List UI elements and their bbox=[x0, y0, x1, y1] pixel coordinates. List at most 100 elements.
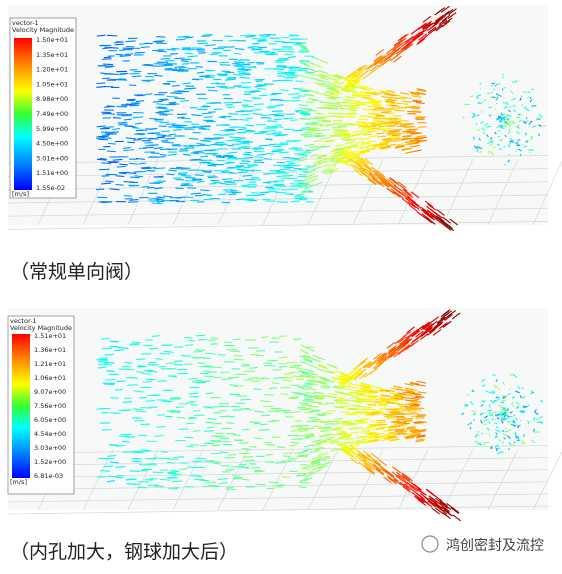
legend-label: 7.49e+00 bbox=[36, 110, 68, 118]
vector-arrow bbox=[270, 94, 277, 95]
vector-arrow bbox=[242, 161, 251, 162]
colorbar bbox=[14, 38, 32, 190]
vector-arrow bbox=[299, 198, 308, 199]
vector-arrow bbox=[273, 369, 282, 370]
vector-arrow bbox=[154, 75, 162, 76]
vector-arrow bbox=[138, 435, 147, 436]
vector-arrow bbox=[287, 163, 295, 164]
vector-arrow bbox=[495, 100, 497, 101]
legend-label: 1.06e+01 bbox=[34, 374, 66, 382]
watermark-icon bbox=[422, 536, 438, 552]
vector-arrow bbox=[168, 170, 177, 171]
vector-arrow bbox=[265, 187, 273, 188]
vector-arrow bbox=[122, 452, 133, 453]
vector-arrow bbox=[147, 371, 157, 372]
vector-arrow bbox=[269, 388, 277, 389]
vector-arrow bbox=[183, 154, 191, 155]
vector-arrow bbox=[151, 153, 160, 154]
vector-arrow bbox=[170, 54, 178, 55]
vector-arrow bbox=[350, 107, 359, 108]
vector-arrow bbox=[149, 199, 159, 200]
vector-arrow bbox=[360, 131, 369, 132]
vector-arrow bbox=[504, 121, 505, 123]
vector-arrow bbox=[502, 407, 503, 408]
vector-arrow bbox=[163, 142, 174, 143]
vector-arrow bbox=[142, 374, 151, 375]
vector-arrow bbox=[255, 471, 265, 472]
vector-arrow bbox=[245, 167, 252, 168]
vector-arrow bbox=[141, 450, 149, 451]
vector-arrow bbox=[198, 53, 206, 54]
vector-arrow bbox=[377, 422, 386, 423]
vector-arrow bbox=[248, 166, 258, 167]
vector-arrow bbox=[510, 412, 512, 413]
vector-arrow bbox=[110, 398, 118, 399]
vector-arrow bbox=[267, 360, 277, 361]
vector-arrow bbox=[269, 482, 279, 483]
vector-arrow bbox=[338, 422, 347, 423]
vector-arrow bbox=[472, 391, 475, 392]
vector-arrow bbox=[279, 366, 287, 367]
vector-arrow bbox=[301, 405, 310, 406]
vector-arrow bbox=[241, 364, 250, 365]
vector-arrow bbox=[135, 52, 145, 53]
vector-arrow bbox=[126, 377, 133, 378]
vector-arrow bbox=[411, 401, 420, 402]
vector-arrow bbox=[522, 406, 524, 407]
vector-arrow bbox=[289, 68, 299, 69]
vector-arrow bbox=[172, 86, 180, 87]
vector-arrow bbox=[286, 161, 294, 162]
legend-label: 5.99e+00 bbox=[36, 125, 68, 133]
vector-arrow bbox=[246, 118, 253, 119]
vector-arrow bbox=[274, 100, 284, 101]
vector-arrow bbox=[473, 420, 474, 421]
vector-arrow bbox=[247, 62, 255, 63]
vector-arrow bbox=[222, 179, 233, 180]
vector-arrow bbox=[532, 391, 533, 392]
legend-label: 1.51e+01 bbox=[34, 332, 66, 340]
vector-arrow bbox=[225, 134, 235, 135]
vector-arrow bbox=[136, 372, 144, 373]
vector-arrow bbox=[536, 419, 538, 420]
vector-arrow bbox=[232, 149, 241, 150]
vector-arrow bbox=[228, 40, 237, 41]
vector-arrow bbox=[139, 163, 146, 164]
vector-arrow bbox=[169, 134, 176, 135]
vector-arrow bbox=[256, 351, 265, 352]
legend-label: 1.21e+01 bbox=[34, 360, 66, 368]
vector-arrow bbox=[266, 445, 275, 446]
vector-arrow bbox=[233, 339, 241, 340]
vector-arrow bbox=[395, 110, 404, 111]
vector-arrow bbox=[395, 404, 404, 405]
vector-arrow bbox=[137, 138, 146, 139]
legend-label: 9.07e+00 bbox=[34, 388, 66, 396]
vector-arrow bbox=[235, 403, 245, 404]
vector-arrow bbox=[517, 436, 520, 437]
vector-arrow bbox=[181, 356, 191, 357]
vector-arrow bbox=[277, 202, 288, 203]
legend-label: 4.50e+00 bbox=[36, 140, 68, 148]
vector-arrow bbox=[132, 451, 142, 452]
vector-arrow bbox=[277, 76, 285, 77]
vector-arrow bbox=[266, 130, 275, 131]
vector-arrow bbox=[343, 425, 352, 426]
vector-arrow bbox=[312, 130, 321, 131]
vector-arrow bbox=[209, 184, 217, 185]
vector-arrow bbox=[369, 129, 378, 130]
vector-arrow bbox=[195, 175, 204, 176]
vector-arrow bbox=[382, 111, 391, 112]
vector-arrow bbox=[172, 144, 180, 145]
vector-arrow bbox=[340, 423, 349, 424]
vector-arrow bbox=[521, 388, 523, 389]
vector-arrow bbox=[196, 67, 203, 68]
vector-arrow bbox=[166, 124, 175, 125]
vector-arrow bbox=[133, 484, 140, 485]
vector-arrow bbox=[489, 421, 490, 424]
vector-arrow bbox=[208, 340, 216, 341]
vector-arrow bbox=[517, 440, 521, 441]
vector-arrow bbox=[233, 478, 242, 479]
vector-arrow bbox=[262, 115, 271, 116]
vector-arrow bbox=[282, 461, 291, 462]
vector-arrow bbox=[280, 387, 291, 388]
